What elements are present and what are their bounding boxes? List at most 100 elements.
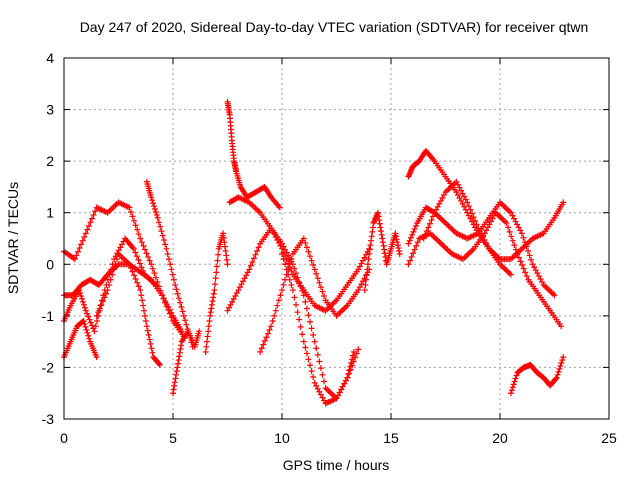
data-point [299, 331, 306, 338]
data-point [138, 292, 145, 299]
data-point [126, 261, 133, 268]
data-point [132, 276, 139, 283]
data-point [213, 263, 220, 270]
data-point [223, 256, 230, 263]
data-point [406, 257, 413, 264]
data-point [507, 390, 514, 397]
data-point [149, 265, 156, 272]
data-point [130, 245, 137, 252]
data-point [520, 265, 527, 272]
data-point [252, 251, 259, 258]
data-point [174, 364, 181, 371]
data-point [396, 248, 403, 255]
data-point [369, 224, 376, 231]
data-point [202, 348, 209, 355]
data-point [392, 233, 399, 240]
data-point [160, 236, 167, 243]
data-point [151, 270, 158, 277]
data-point [310, 374, 317, 381]
data-point [300, 338, 307, 345]
data-point [305, 356, 312, 363]
data-point [368, 233, 375, 240]
y-tick-label: 1 [46, 205, 54, 221]
data-point [148, 345, 155, 352]
data-point [183, 321, 190, 328]
data-point [221, 239, 228, 246]
data-point [80, 318, 87, 325]
data-point [321, 378, 328, 385]
data-point [84, 226, 91, 233]
data-point [519, 262, 526, 269]
data-point [143, 323, 150, 330]
data-point [257, 348, 264, 355]
data-point [408, 253, 415, 260]
data-point [375, 213, 382, 220]
data-point [468, 210, 475, 217]
data-point [203, 338, 210, 345]
data-point [99, 298, 106, 305]
data-point [141, 312, 148, 319]
data-point [288, 256, 295, 263]
data-point [149, 349, 156, 356]
data-point [81, 234, 88, 241]
data-point [515, 254, 522, 261]
data-point [365, 256, 372, 263]
data-point [368, 237, 375, 244]
data-point [513, 372, 520, 379]
data-point [411, 246, 418, 253]
data-point [313, 270, 320, 277]
data-point [283, 256, 290, 263]
data-point [362, 281, 369, 288]
data-point [264, 330, 271, 337]
data-point [308, 325, 315, 332]
data-point [268, 323, 275, 330]
data-point [135, 256, 142, 263]
data-point [170, 390, 176, 397]
data-point [303, 305, 310, 312]
data-point [352, 354, 359, 361]
data-point [272, 307, 279, 314]
data-point [170, 386, 177, 393]
data-point [303, 350, 310, 357]
data-point [224, 261, 231, 268]
data-point [85, 313, 92, 320]
data-point [151, 203, 158, 210]
data-point [303, 244, 310, 251]
data-point [205, 323, 212, 330]
data-point [293, 270, 300, 277]
data-point [126, 204, 133, 211]
data-point [307, 318, 314, 325]
data-point [305, 312, 312, 319]
data-point [246, 266, 253, 273]
data-point [155, 360, 162, 367]
data-point [139, 297, 146, 304]
data-point [103, 290, 110, 297]
data-point [313, 345, 320, 352]
data-point [420, 235, 427, 242]
data-point [207, 309, 214, 316]
data-point [282, 261, 289, 268]
data-point [174, 360, 181, 367]
data-point [171, 382, 178, 389]
data-point [511, 242, 518, 249]
data-point [106, 281, 113, 288]
data-point [308, 368, 315, 375]
data-point [90, 211, 97, 218]
data-point [136, 260, 143, 267]
data-point [148, 261, 155, 268]
y-axis-label: SDTVAR / TECUs [5, 182, 21, 294]
data-point [558, 360, 565, 367]
data-point [89, 322, 96, 329]
data-point [423, 228, 430, 235]
data-point [157, 223, 164, 230]
data-point [405, 261, 412, 268]
data-point [305, 248, 312, 255]
data-point [364, 266, 371, 273]
data-point [364, 261, 371, 268]
data-point [142, 318, 149, 325]
data-point [153, 211, 160, 218]
data-point [406, 237, 413, 244]
data-point [140, 267, 147, 274]
data-point [210, 294, 217, 301]
data-point [204, 333, 211, 340]
